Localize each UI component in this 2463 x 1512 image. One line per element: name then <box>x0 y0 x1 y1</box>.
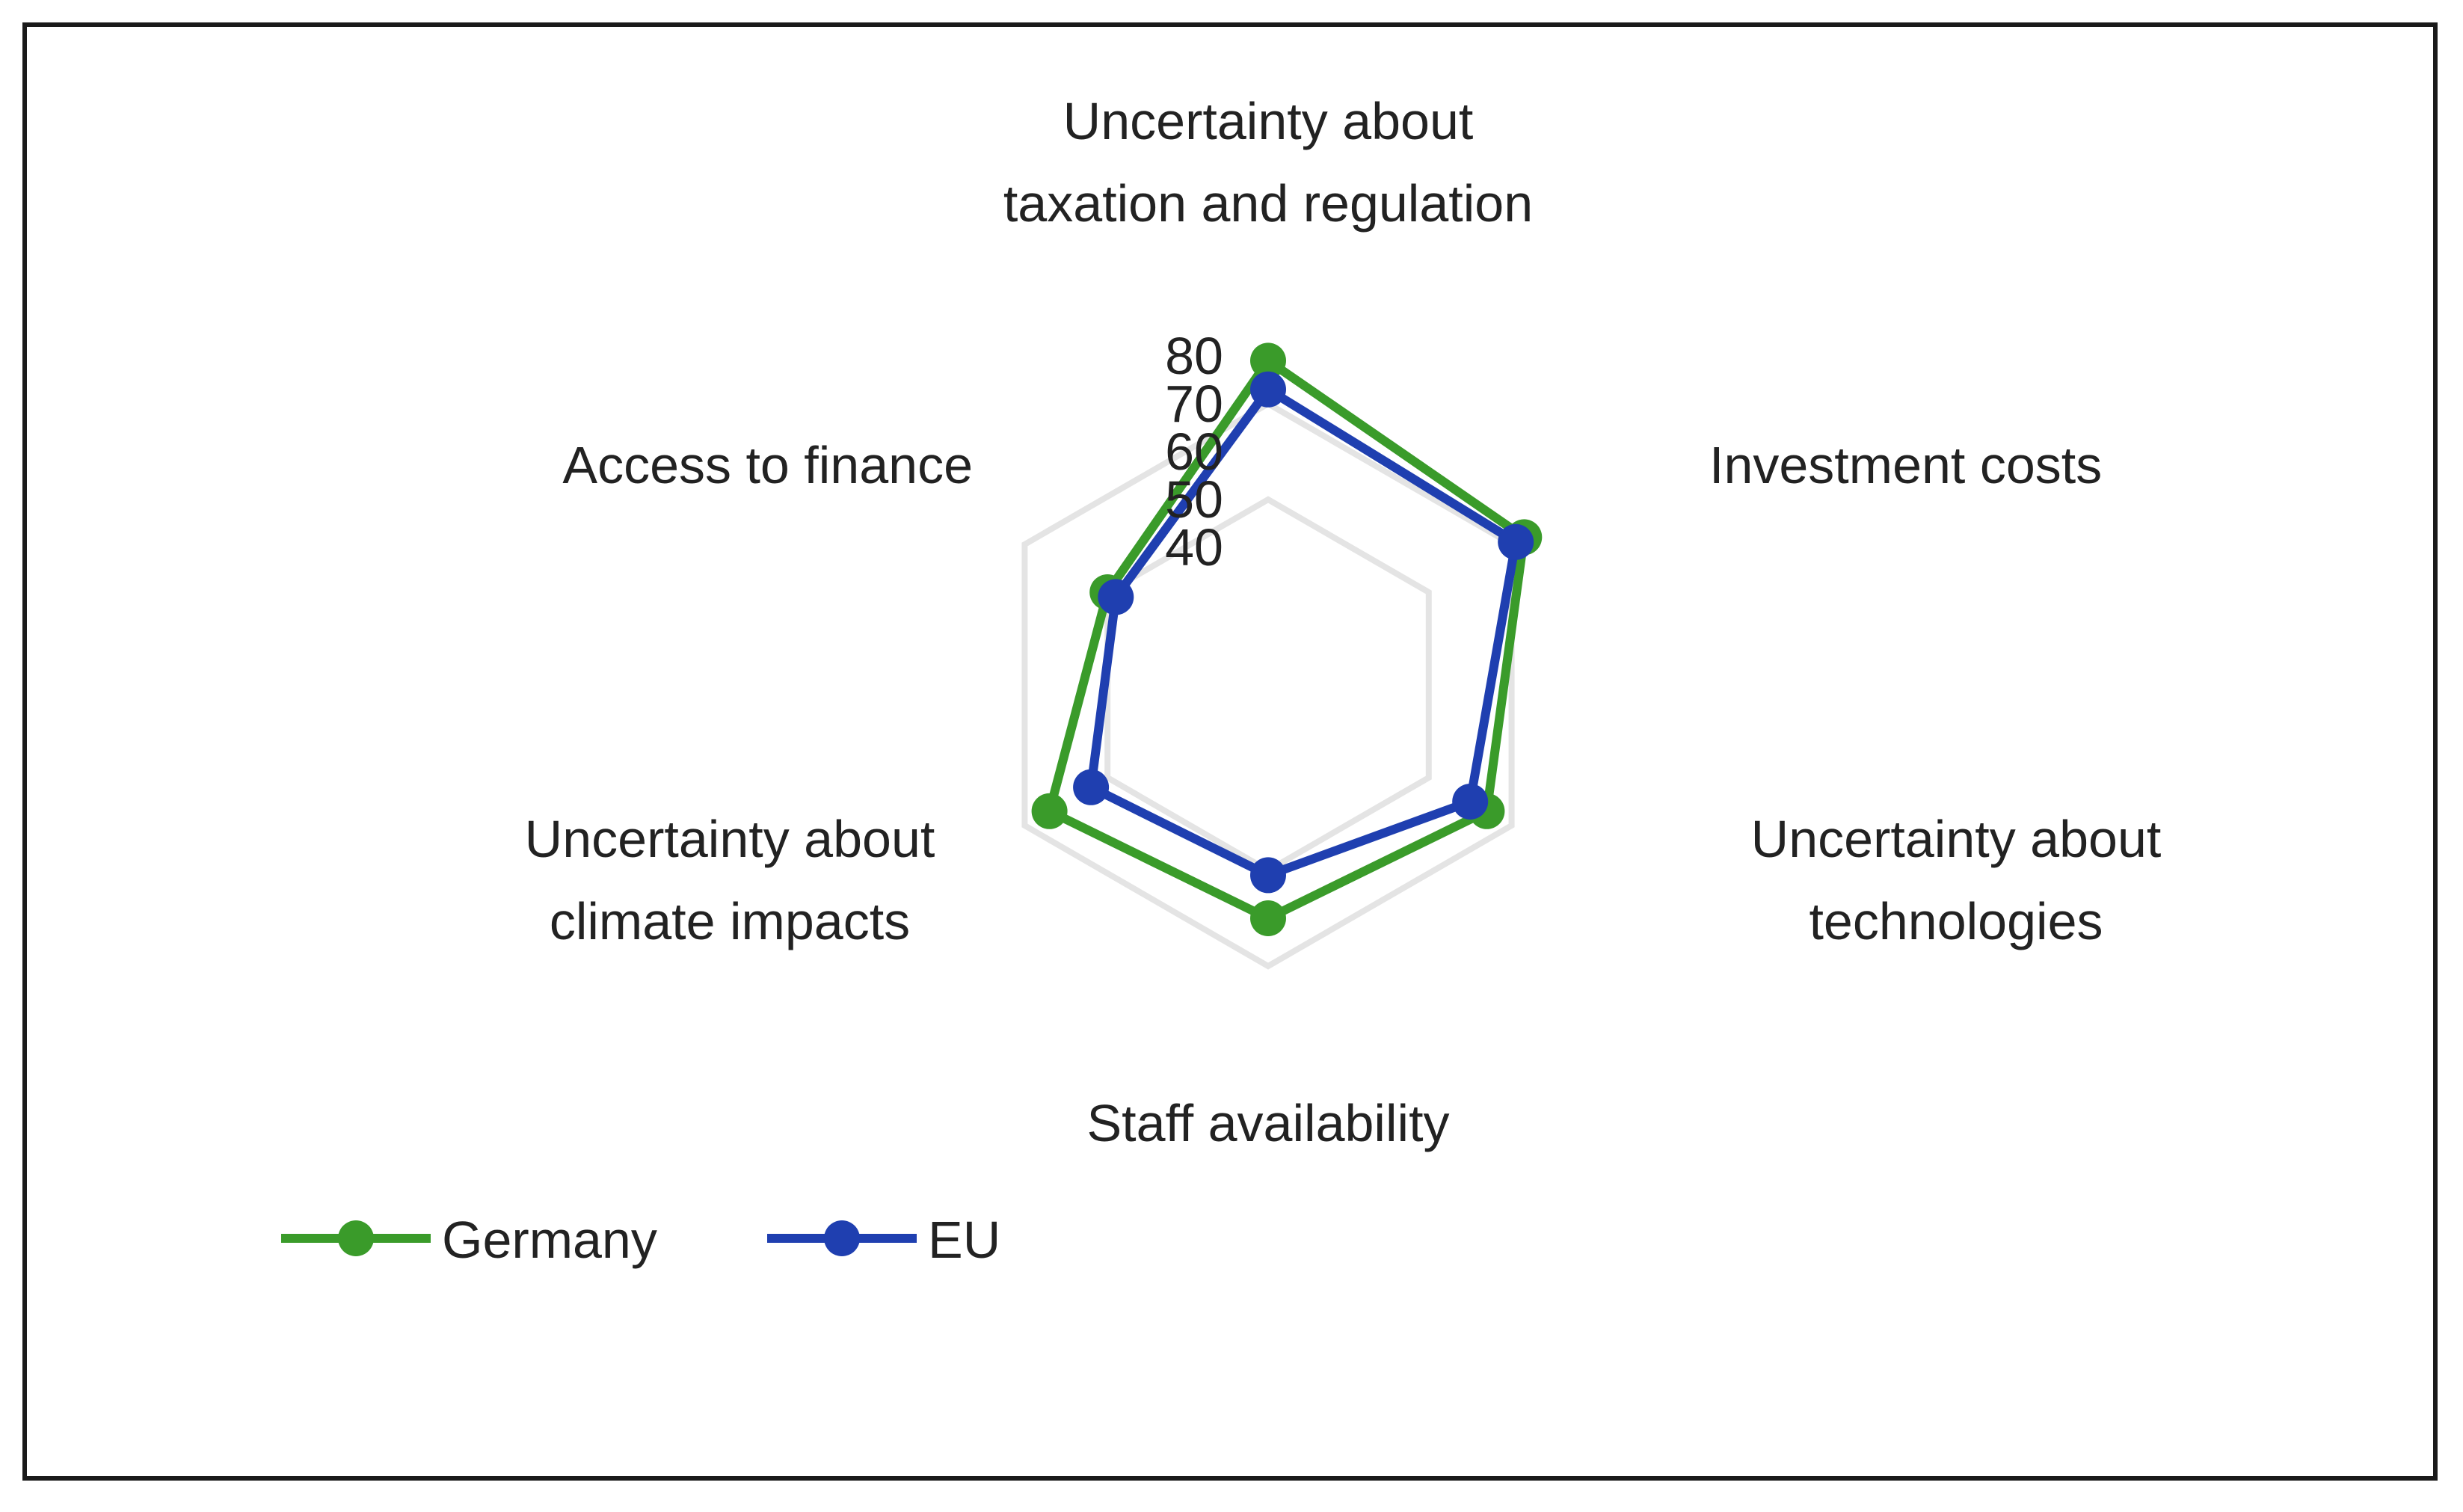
legend-swatch-marker <box>338 1220 374 1256</box>
legend-label-germany: Germany <box>442 1211 657 1269</box>
data-point-eu-5 <box>1098 579 1134 615</box>
axis-label-3: Staff availability <box>1086 1094 1449 1152</box>
chart-frame: 80 70 60 50 40 Uncertainty about taxation and… <box>22 22 2438 1481</box>
radar-series <box>1031 342 1543 936</box>
tick-label-70: 70 <box>1165 375 1223 433</box>
axis-label-5: Access to finance <box>562 436 973 494</box>
legend-item-eu: EU <box>767 1211 1000 1269</box>
data-point-eu-3 <box>1250 857 1286 894</box>
data-point-eu-0 <box>1250 371 1286 408</box>
data-point-germany-3 <box>1250 900 1286 936</box>
legend: Germany EU <box>281 1211 1000 1269</box>
axis-labels: Uncertainty about taxation and regulation… <box>525 92 2162 1152</box>
axis-label-1: Investment costs <box>1709 436 2102 494</box>
series-eu <box>1073 371 1534 894</box>
series-line-germany <box>1045 356 1529 923</box>
tick-label-60: 60 <box>1165 422 1223 481</box>
tick-label-50: 50 <box>1165 470 1223 529</box>
data-point-germany-0 <box>1250 342 1286 379</box>
legend-item-germany: Germany <box>281 1211 657 1269</box>
data-point-eu-1 <box>1498 523 1534 560</box>
legend-swatch-marker <box>824 1220 860 1256</box>
data-point-germany-4 <box>1031 793 1068 829</box>
data-point-eu-4 <box>1073 769 1110 805</box>
axis-label-4: Uncertainty about climate impacts <box>525 810 935 950</box>
axis-label-2: Uncertainty about technologies <box>1751 810 2162 950</box>
legend-label-eu: EU <box>928 1211 1000 1269</box>
data-point-eu-2 <box>1452 784 1489 820</box>
tick-label-80: 80 <box>1165 327 1223 385</box>
tick-label-40: 40 <box>1165 518 1223 577</box>
axis-label-0: Uncertainty about taxation and regulation <box>1003 92 1533 233</box>
